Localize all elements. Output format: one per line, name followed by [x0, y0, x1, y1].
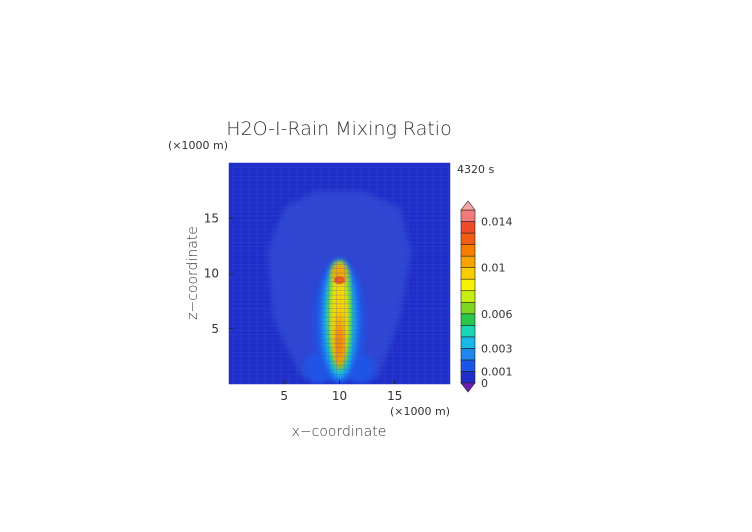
colorbar-segment	[460, 371, 476, 384]
colorbar-segment	[460, 348, 476, 361]
colorbar-segment	[460, 325, 476, 338]
y-unit-label: (×1000 m)	[168, 139, 228, 152]
x-tick-label: 15	[387, 389, 402, 403]
y-tick-label: 10	[204, 267, 219, 281]
colorbar-segment	[460, 244, 476, 257]
plot-area	[229, 163, 450, 384]
colorbar-segment	[460, 221, 476, 234]
colorbar-segment	[460, 301, 476, 315]
colorbar-segment	[460, 359, 476, 372]
colorbar-tick-label: 0.003	[481, 342, 513, 355]
colorbar-tick-label: 0	[481, 377, 488, 390]
colorbar-segment	[460, 313, 476, 326]
time-label: 4320 s	[457, 163, 494, 176]
grid-overlay	[229, 163, 450, 384]
colorbar-segment	[460, 267, 476, 280]
colorbar-segment	[460, 255, 476, 268]
colorbar-segment	[460, 232, 476, 245]
colorbar-segment	[460, 290, 476, 303]
colorbar-under-triangle	[460, 382, 476, 393]
x-unit-label: (×1000 m)	[390, 405, 450, 418]
y-tick-label: 15	[204, 211, 219, 225]
colorbar-tick-label: 0.006	[481, 308, 513, 321]
colorbar-tick-label: 0.014	[481, 216, 513, 229]
x-axis-label: x−coordinate	[292, 424, 387, 440]
chart-title: H2O-I-Rain Mixing Ratio	[226, 118, 451, 140]
colorbar-segment	[460, 209, 476, 222]
x-tick-label: 10	[332, 389, 347, 403]
colorbar-over-triangle	[460, 200, 476, 211]
colorbar-segment	[460, 336, 476, 349]
axis-ticks: 5 10 15 5 10 15	[204, 211, 403, 403]
x-tick-label: 5	[280, 389, 288, 403]
y-axis-label: z−coordinate	[185, 226, 201, 320]
colorbar-segment	[460, 278, 476, 292]
colorbar-tick-label: 0.001	[481, 365, 513, 378]
colorbar-tick-label: 0.01	[481, 262, 506, 275]
y-tick-label: 5	[211, 322, 219, 336]
colorbar: 00.001 0.003 0.006 0.01 0.014	[460, 200, 513, 393]
